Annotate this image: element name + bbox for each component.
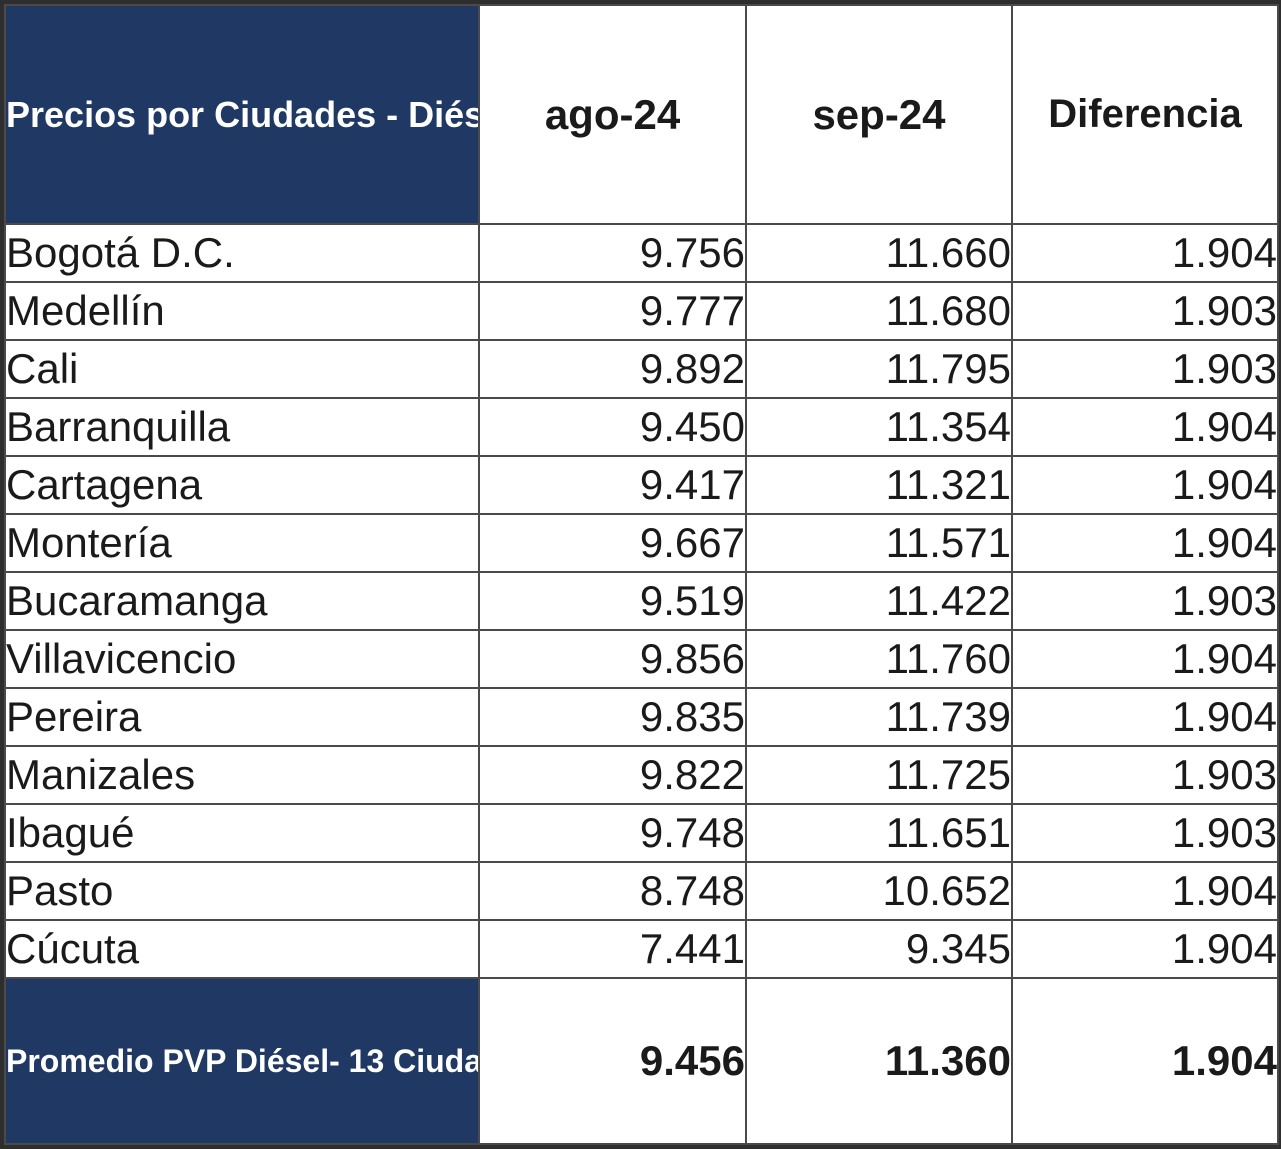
city-name-cell: Pasto xyxy=(4,861,480,921)
table-row: Bucaramanga 9.519 11.422 1.903 xyxy=(4,571,1279,631)
ago-24-value: 9.748 xyxy=(478,803,747,863)
diesel-price-table: Precios por Ciudades - Diésel B10 ago-24… xyxy=(4,4,1279,1145)
city-column-header: Precios por Ciudades - Diésel B10 xyxy=(4,4,480,225)
table-body: Bogotá D.C. 9.756 11.660 1.904 Medellín 9.777… xyxy=(4,223,1279,979)
city-name-cell: Barranquilla xyxy=(4,397,480,457)
sep-24-value: 11.321 xyxy=(745,455,1013,515)
table-row: Pasto 8.748 10.652 1.904 xyxy=(4,861,1279,921)
table-row: Bogotá D.C. 9.756 11.660 1.904 xyxy=(4,223,1279,283)
ago-24-value: 9.756 xyxy=(478,223,747,283)
difference-value: 1.903 xyxy=(1011,571,1279,631)
table-row: Cúcuta 7.441 9.345 1.904 xyxy=(4,919,1279,979)
table-row: Pereira 9.835 11.739 1.904 xyxy=(4,687,1279,747)
difference-value: 1.904 xyxy=(1011,687,1279,747)
sep-24-value: 10.652 xyxy=(745,861,1013,921)
ago-24-value: 9.417 xyxy=(478,455,747,515)
table-row: Ibagué 9.748 11.651 1.903 xyxy=(4,803,1279,863)
city-name-cell: Pereira xyxy=(4,687,480,747)
ago-24-value: 9.835 xyxy=(478,687,747,747)
difference-column-header: Diferencia xyxy=(1011,4,1279,225)
ago-24-value: 9.856 xyxy=(478,629,747,689)
city-name-cell: Cúcuta xyxy=(4,919,480,979)
table-row: Cartagena 9.417 11.321 1.904 xyxy=(4,455,1279,515)
ago-24-value: 9.450 xyxy=(478,397,747,457)
sep-24-value: 11.739 xyxy=(745,687,1013,747)
sep-24-value: 11.725 xyxy=(745,745,1013,805)
sep-24-value: 11.354 xyxy=(745,397,1013,457)
table-row: Cali 9.892 11.795 1.903 xyxy=(4,339,1279,399)
difference-value: 1.903 xyxy=(1011,745,1279,805)
difference-value: 1.903 xyxy=(1011,281,1279,341)
city-name-cell: Bucaramanga xyxy=(4,571,480,631)
ago-24-value: 9.519 xyxy=(478,571,747,631)
sep-24-value: 9.345 xyxy=(745,919,1013,979)
ago-24-value: 8.748 xyxy=(478,861,747,921)
sep-24-value: 11.795 xyxy=(745,339,1013,399)
ago-24-value: 9.667 xyxy=(478,513,747,573)
sep-24-value: 11.422 xyxy=(745,571,1013,631)
ago-24-value: 9.822 xyxy=(478,745,747,805)
average-diff-value: 1.904 xyxy=(1011,977,1279,1145)
difference-value: 1.904 xyxy=(1011,397,1279,457)
ago-24-column-header: ago-24 xyxy=(478,4,747,225)
difference-value: 1.904 xyxy=(1011,455,1279,515)
city-name-cell: Villavicencio xyxy=(4,629,480,689)
city-name-cell: Ibagué xyxy=(4,803,480,863)
average-sep-value: 11.360 xyxy=(745,977,1013,1145)
table-row: Barranquilla 9.450 11.354 1.904 xyxy=(4,397,1279,457)
difference-value: 1.903 xyxy=(1011,339,1279,399)
ago-24-value: 7.441 xyxy=(478,919,747,979)
table-row: Manizales 9.822 11.725 1.903 xyxy=(4,745,1279,805)
difference-value: 1.903 xyxy=(1011,803,1279,863)
sep-24-value: 11.760 xyxy=(745,629,1013,689)
difference-value: 1.904 xyxy=(1011,629,1279,689)
city-name-cell: Montería xyxy=(4,513,480,573)
table-row: Montería 9.667 11.571 1.904 xyxy=(4,513,1279,573)
difference-value: 1.904 xyxy=(1011,861,1279,921)
average-row: Promedio PVP Diésel- 13 Ciudades Princip… xyxy=(4,977,1279,1145)
city-name-cell: Bogotá D.C. xyxy=(4,223,480,283)
sep-24-value: 11.651 xyxy=(745,803,1013,863)
city-name-cell: Manizales xyxy=(4,745,480,805)
table-row: Villavicencio 9.856 11.760 1.904 xyxy=(4,629,1279,689)
sep-24-column-header: sep-24 xyxy=(745,4,1013,225)
ago-24-value: 9.777 xyxy=(478,281,747,341)
table-row: Medellín 9.777 11.680 1.903 xyxy=(4,281,1279,341)
city-name-cell: Medellín xyxy=(4,281,480,341)
city-name-cell: Cali xyxy=(4,339,480,399)
sep-24-value: 11.660 xyxy=(745,223,1013,283)
difference-value: 1.904 xyxy=(1011,513,1279,573)
difference-value: 1.904 xyxy=(1011,223,1279,283)
average-label: Promedio PVP Diésel- 13 Ciudades Princip… xyxy=(4,977,480,1145)
header-row: Precios por Ciudades - Diésel B10 ago-24… xyxy=(4,4,1279,225)
average-ago-value: 9.456 xyxy=(478,977,747,1145)
difference-value: 1.904 xyxy=(1011,919,1279,979)
sep-24-value: 11.680 xyxy=(745,281,1013,341)
sep-24-value: 11.571 xyxy=(745,513,1013,573)
ago-24-value: 9.892 xyxy=(478,339,747,399)
city-name-cell: Cartagena xyxy=(4,455,480,515)
